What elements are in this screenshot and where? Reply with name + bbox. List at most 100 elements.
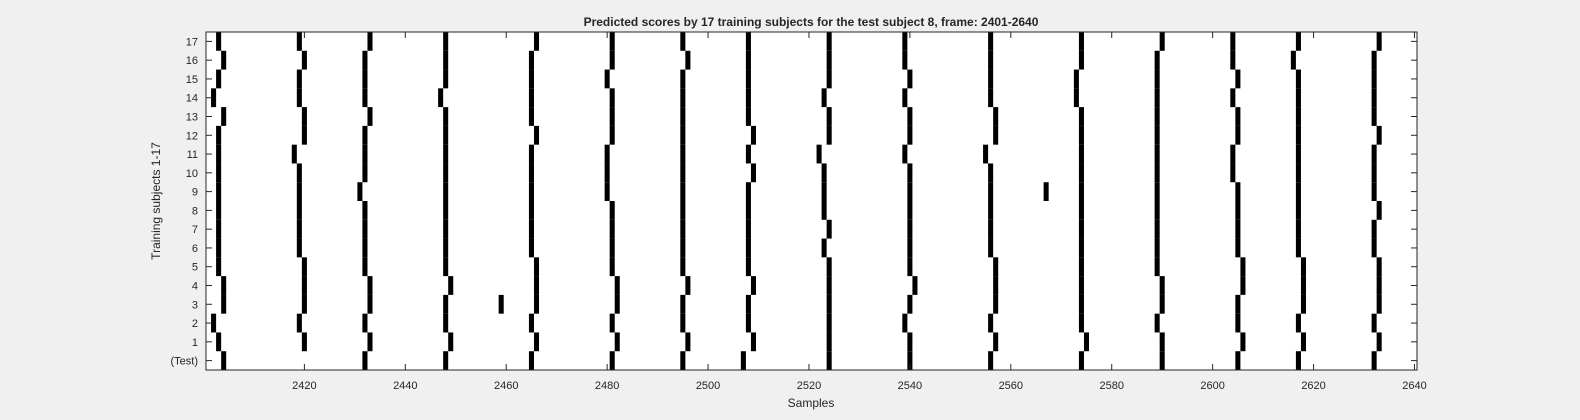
heatmap-cell: [1078, 294, 1084, 314]
heatmap-cell: [1083, 332, 1090, 352]
heatmap-row: [216, 163, 1377, 183]
heatmap-cell: [988, 351, 994, 370]
heatmap-cell: [528, 163, 534, 183]
heatmap-cell: [1235, 238, 1241, 258]
heatmap-row: [216, 201, 1382, 220]
heatmap-cell: [680, 182, 686, 201]
heatmap-cell: [1376, 276, 1382, 295]
heatmap-cell: [1376, 32, 1382, 51]
heatmap-cell: [221, 107, 227, 126]
heatmap-cell: [745, 201, 751, 220]
heatmap-cell: [685, 332, 691, 352]
heatmap-row: [216, 219, 1377, 239]
heatmap-cell: [443, 125, 449, 145]
heatmap-cell: [1154, 69, 1160, 89]
heatmap-cell: [1300, 257, 1306, 277]
heatmap-cell: [1073, 88, 1079, 108]
heatmap-cell: [988, 32, 994, 51]
heatmap-cell: [216, 332, 222, 352]
heatmap-cell: [740, 351, 746, 370]
heatmap-cell: [1159, 32, 1165, 51]
heatmap-cell: [362, 69, 368, 89]
heatmap-cell: [1235, 351, 1241, 370]
heatmap-cell: [1078, 182, 1084, 201]
heatmap-cell: [907, 238, 913, 258]
heatmap-cell: [1290, 50, 1296, 70]
heatmap-cell: [826, 313, 832, 333]
y-tick-label: 9: [192, 187, 198, 199]
heatmap-cell: [680, 257, 686, 277]
heatmap-cell: [1230, 50, 1236, 70]
heatmap-cell: [443, 351, 449, 370]
heatmap-cell: [1295, 144, 1301, 164]
heatmap-cell: [1295, 32, 1301, 51]
heatmap-cell: [362, 257, 368, 277]
y-tick-label: 15: [186, 74, 198, 86]
heatmap-cell: [609, 351, 615, 370]
heatmap-cell: [1235, 125, 1241, 145]
x-tick-label: 2440: [393, 380, 417, 392]
heatmap-cell: [367, 276, 373, 295]
heatmap-cell: [443, 144, 449, 164]
heatmap-cell: [443, 313, 449, 333]
heatmap-cell: [1376, 332, 1382, 352]
heatmap-cell: [1295, 201, 1301, 220]
y-tick-label: 10: [186, 168, 198, 180]
heatmap-cell: [907, 125, 913, 145]
heatmap-cell: [362, 313, 368, 333]
heatmap-cell: [988, 163, 994, 183]
heatmap-cell: [826, 32, 832, 51]
heatmap-cell: [1295, 182, 1301, 201]
heatmap-cell: [745, 88, 751, 108]
heatmap-cell: [826, 276, 832, 295]
heatmap-cell: [680, 107, 686, 126]
x-tick-label: 2640: [1402, 380, 1426, 392]
heatmap-cell: [443, 182, 449, 201]
heatmap-row: [216, 144, 1377, 164]
heatmap-cell: [745, 219, 751, 239]
heatmap-cell: [750, 163, 756, 183]
heatmap-cell: [528, 201, 534, 220]
heatmap-cell: [826, 107, 832, 126]
heatmap-cell: [604, 182, 610, 201]
heatmap-cell: [680, 144, 686, 164]
heatmap-cells: [211, 32, 1382, 370]
heatmap-cell: [604, 163, 610, 183]
heatmap-cell: [1078, 125, 1084, 145]
heatmap-cell: [609, 201, 615, 220]
heatmap-cell: [1154, 125, 1160, 145]
heatmap-cell: [357, 182, 363, 201]
heatmap-cell: [528, 238, 534, 258]
heatmap-cell: [296, 32, 302, 51]
heatmap-cell: [1078, 32, 1084, 51]
heatmap-cell: [1230, 163, 1236, 183]
heatmap-cell: [821, 182, 827, 201]
heatmap-cell: [362, 125, 368, 145]
heatmap-cell: [1235, 219, 1241, 239]
x-tick-label: 2460: [494, 380, 518, 392]
y-tick-label: 13: [186, 112, 198, 124]
heatmap-cell: [907, 351, 913, 370]
heatmap-cell: [680, 88, 686, 108]
heatmap-cell: [988, 313, 994, 333]
heatmap-cell: [448, 276, 454, 295]
heatmap-cell: [750, 332, 756, 352]
x-tick-label: 2560: [999, 380, 1023, 392]
y-tick-label: 12: [186, 130, 198, 142]
heatmap-cell: [528, 107, 534, 126]
heatmap-cell: [1078, 201, 1084, 220]
y-tick-label: (Test): [171, 356, 199, 368]
heatmap-cell: [750, 125, 756, 145]
heatmap-cell: [826, 351, 832, 370]
heatmap-cell: [216, 69, 222, 89]
y-tick-label: 8: [192, 205, 198, 217]
heatmap-cell: [1371, 219, 1377, 239]
heatmap-cell: [221, 351, 227, 370]
heatmap-cell: [1078, 219, 1084, 239]
heatmap-cell: [1371, 351, 1377, 370]
heatmap-cell: [1240, 332, 1246, 352]
heatmap-cell: [443, 32, 449, 51]
heatmap-cell: [1078, 351, 1084, 370]
heatmap-row: [221, 294, 1382, 314]
x-tick-label: 2480: [595, 380, 619, 392]
